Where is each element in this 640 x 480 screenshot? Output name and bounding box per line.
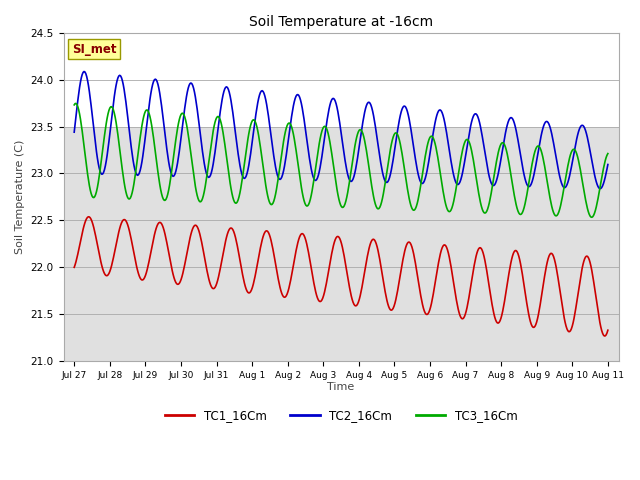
Text: SI_met: SI_met: [72, 43, 116, 56]
Title: Soil Temperature at -16cm: Soil Temperature at -16cm: [249, 15, 433, 29]
Bar: [63, 33, 618, 127]
Y-axis label: Soil Temperature (C): Soil Temperature (C): [15, 140, 25, 254]
Legend: TC1_16Cm, TC2_16Cm, TC3_16Cm: TC1_16Cm, TC2_16Cm, TC3_16Cm: [160, 405, 522, 427]
X-axis label: Time: Time: [328, 382, 355, 392]
